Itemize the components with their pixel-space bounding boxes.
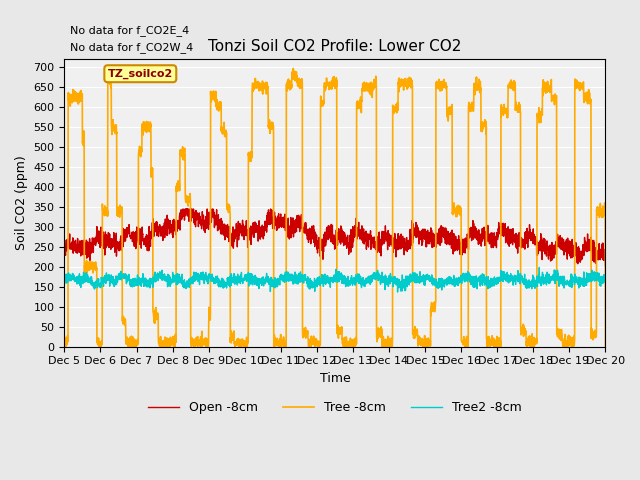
Open -8cm (438, 231, 446, 237)
Tree -8cm (467, 108, 475, 114)
Line: Tree2 -8cm: Tree2 -8cm (65, 267, 605, 292)
Y-axis label: Soil CO2 (ppm): Soil CO2 (ppm) (15, 156, 28, 251)
Tree -8cm (289, 66, 297, 72)
Tree2 -8cm (394, 289, 401, 295)
Text: No data for f_CO2W_4: No data for f_CO2W_4 (70, 42, 193, 53)
Tree2 -8cm (232, 276, 240, 282)
Line: Open -8cm: Open -8cm (65, 209, 605, 266)
Tree2 -8cm (507, 278, 515, 284)
Line: Tree -8cm: Tree -8cm (65, 69, 605, 347)
Tree -8cm (61, 343, 68, 349)
Text: No data for f_CO2E_4: No data for f_CO2E_4 (70, 25, 189, 36)
Tree2 -8cm (536, 264, 543, 270)
Tree -8cm (61, 344, 69, 349)
Tree2 -8cm (602, 275, 609, 280)
Tree -8cm (602, 344, 609, 349)
Open -8cm (602, 263, 609, 269)
Tree2 -8cm (438, 282, 446, 288)
Open -8cm (179, 206, 187, 212)
Open -8cm (404, 242, 412, 248)
Tree2 -8cm (467, 275, 475, 281)
Open -8cm (61, 240, 68, 246)
Tree -8cm (438, 84, 446, 90)
Tree -8cm (508, 84, 515, 90)
Legend: Open -8cm, Tree -8cm, Tree2 -8cm: Open -8cm, Tree -8cm, Tree2 -8cm (143, 396, 527, 419)
Title: Tonzi Soil CO2 Profile: Lower CO2: Tonzi Soil CO2 Profile: Lower CO2 (208, 39, 461, 54)
Open -8cm (507, 233, 515, 239)
Tree -8cm (232, 342, 240, 348)
Tree2 -8cm (404, 281, 412, 287)
Open -8cm (467, 225, 475, 230)
Open -8cm (438, 233, 446, 239)
Tree2 -8cm (438, 278, 446, 284)
X-axis label: Time: Time (319, 372, 350, 385)
Open -8cm (232, 228, 240, 233)
Tree -8cm (404, 79, 412, 85)
Tree2 -8cm (61, 277, 68, 283)
Tree -8cm (438, 79, 446, 84)
Text: TZ_soilco2: TZ_soilco2 (108, 69, 173, 79)
